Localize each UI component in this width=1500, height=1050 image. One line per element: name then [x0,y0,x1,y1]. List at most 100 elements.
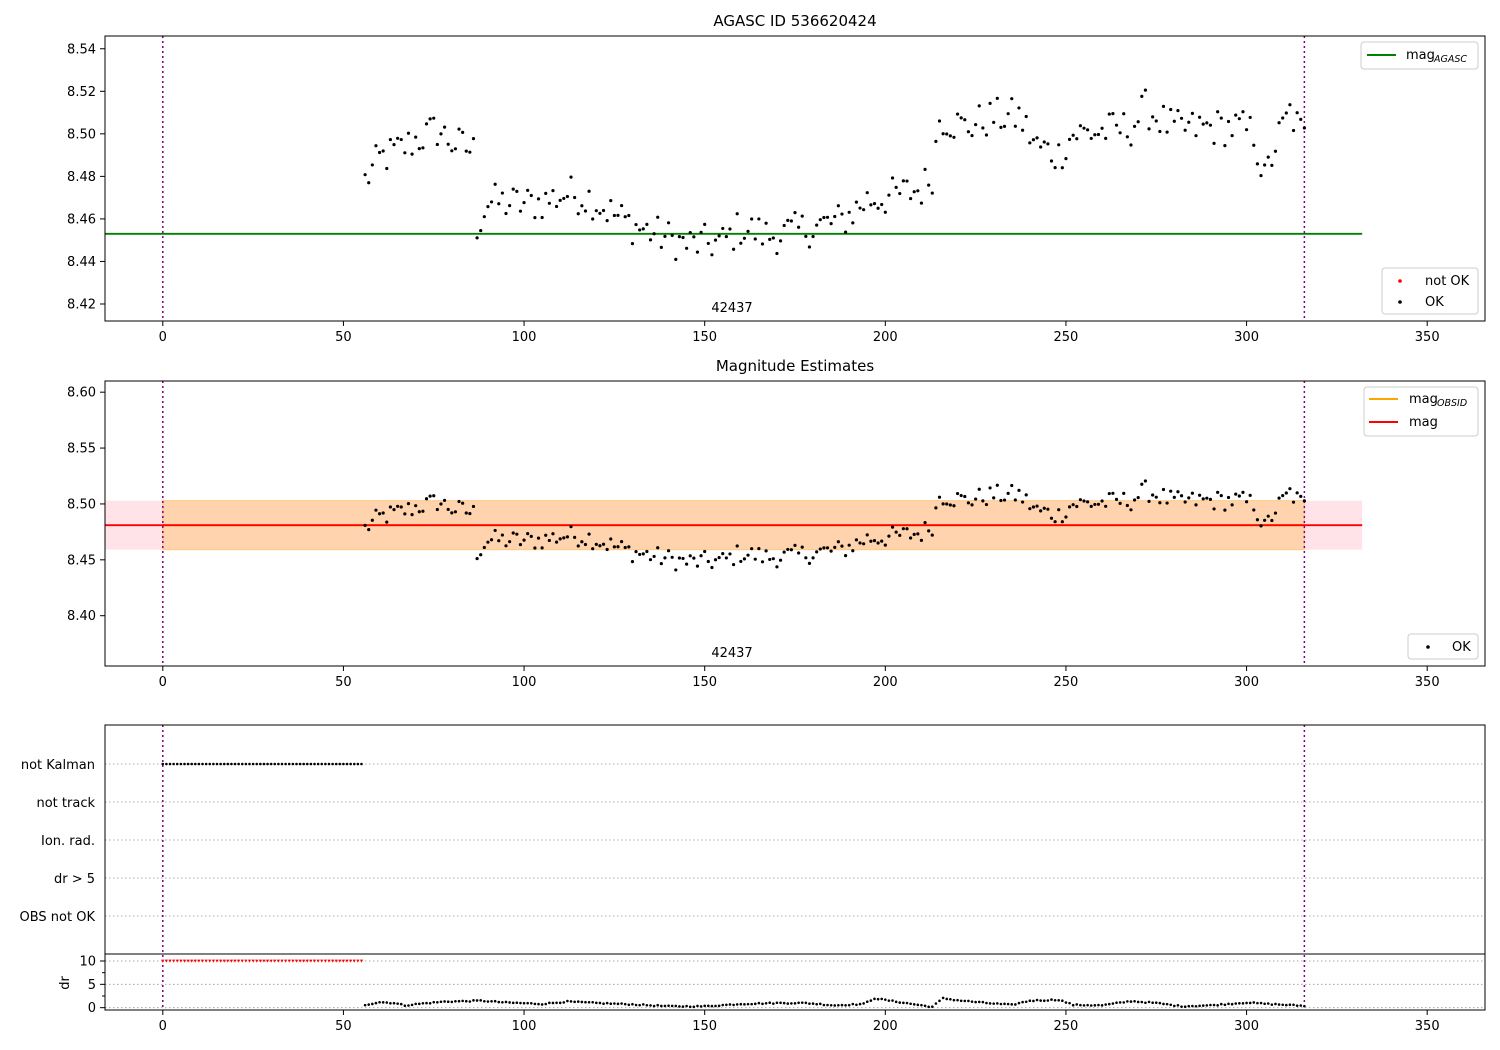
ok-point [511,531,515,535]
dr-point [1238,1001,1241,1005]
dr-point [457,999,461,1003]
ok-point [753,557,757,561]
x-tick-label: 300 [1234,1019,1259,1034]
ok-point [724,556,728,560]
dr-point [1082,1004,1086,1007]
dr-point [703,1004,706,1008]
x-tick-label: 250 [1054,675,1079,690]
ok-point [471,137,476,141]
ok-point [872,202,877,206]
ok-point [706,559,710,564]
ok-point [1104,504,1108,508]
ok-point [598,211,602,215]
dr-clipped-marker [193,959,197,963]
ok-point [551,532,555,536]
dr-point [392,1001,396,1005]
dr-point [912,1003,916,1006]
ok-point [804,234,808,238]
ok-point [1216,490,1220,494]
ok-point [1299,117,1303,121]
dr-point [992,1002,995,1005]
dr-clipped-marker [302,959,306,963]
dr-point [1057,999,1061,1002]
ok-point [374,508,378,512]
dr-clipped-marker [273,959,277,963]
ok-point [500,191,504,195]
ok-point [522,538,526,542]
ok-point [1288,487,1292,491]
dr-point [414,1002,417,1006]
ok-point [1266,155,1270,159]
dr-point [1194,1004,1198,1008]
not-kalman-point [190,762,194,766]
ok-point [1071,503,1075,507]
ok-point [554,204,559,209]
ok-point [1234,113,1238,117]
dr-point [1064,1001,1068,1004]
not-kalman-point [352,762,356,766]
not-kalman-point [291,762,295,766]
dr-point [746,1002,750,1006]
ok-point [880,202,884,207]
dr-point [454,999,457,1003]
dr-point [363,1003,367,1007]
ok-point [1002,498,1007,502]
ok-point [786,218,790,222]
ok-point [587,189,591,193]
ok-point [1201,122,1205,126]
ok-point [616,213,620,217]
ok-point [862,208,866,212]
ok-point [984,502,989,507]
ok-point [750,217,754,221]
ok-point [825,215,830,219]
dr-point [1263,1002,1266,1006]
flags-panel: not Kalman not track Ion. rad. dr > 5 OBS no… [20,724,1486,1034]
dr-point [667,1004,670,1008]
dr-point [432,1000,436,1004]
ok-point [955,491,960,496]
ok-point [1017,106,1021,110]
ok-point [731,562,736,567]
ok-point [529,193,533,198]
ok-point [1302,499,1306,503]
ok-point [1143,479,1148,483]
ok-point [742,557,747,561]
ok-point [377,150,382,155]
ok-point [771,557,775,561]
not-kalman-point [219,762,222,766]
ok-point [634,550,638,554]
not-kalman-point [240,762,244,766]
ok-point [753,237,757,241]
dr-point [934,1002,938,1005]
ok-point [760,560,765,564]
dr-point [1061,999,1064,1003]
dr-point [439,1000,443,1004]
dr-point [638,1003,641,1007]
dr-point [714,1004,717,1008]
dr-point [706,1004,710,1008]
dr-point [548,1001,551,1005]
dr-point [977,1000,981,1004]
dr-point [544,1002,548,1006]
dr-point [1151,1001,1154,1005]
ok-point [652,554,656,559]
ok-point [1190,491,1194,495]
ok-point [797,551,801,555]
dr-point [580,1000,584,1004]
ok-point [1122,112,1126,116]
not-kalman-point [316,762,320,766]
ok-point [1273,511,1278,515]
not-kalman-point [172,762,175,766]
ok-point [746,553,750,557]
dr-point [399,1002,403,1006]
magnitude-panel-obsid-label: 42437 [711,646,752,661]
dr-point [1068,1001,1071,1005]
ok-point [1165,130,1169,134]
x-tick-label: 200 [873,330,898,345]
dr-point [1180,1005,1183,1008]
x-tick-label: 100 [512,330,537,345]
x-tick-label: 350 [1415,675,1440,690]
dr-point [1147,1000,1151,1004]
ok-point [739,241,743,245]
